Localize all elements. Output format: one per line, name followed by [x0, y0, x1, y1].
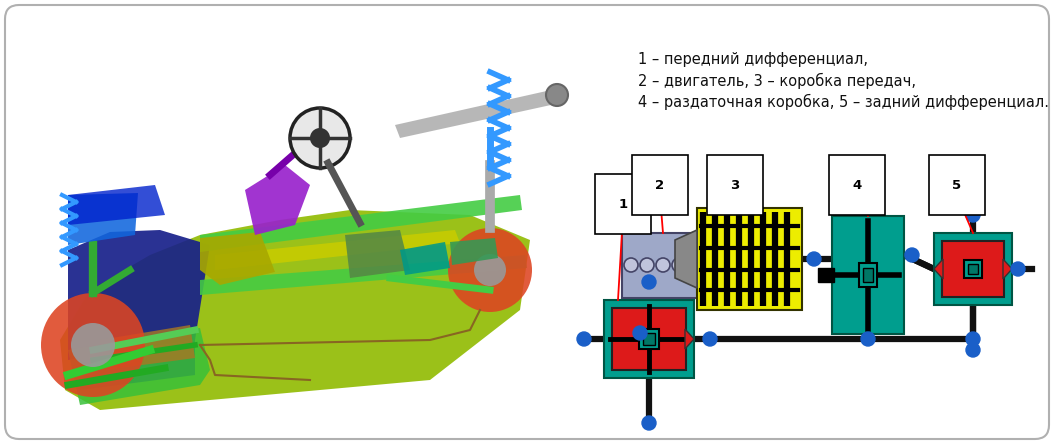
Text: 3: 3	[730, 178, 740, 191]
Circle shape	[624, 258, 638, 272]
Circle shape	[633, 208, 647, 222]
Circle shape	[633, 208, 647, 222]
Circle shape	[656, 258, 670, 272]
Polygon shape	[215, 230, 460, 270]
Text: 5: 5	[953, 178, 961, 191]
Circle shape	[861, 332, 875, 346]
Polygon shape	[675, 230, 697, 288]
Circle shape	[633, 326, 647, 340]
Circle shape	[642, 416, 656, 430]
Circle shape	[290, 108, 350, 168]
Polygon shape	[80, 340, 195, 390]
FancyBboxPatch shape	[5, 5, 1049, 439]
Text: 2 – двигатель, 3 – коробка передач,: 2 – двигатель, 3 – коробка передач,	[638, 73, 916, 89]
Circle shape	[967, 208, 980, 222]
Circle shape	[703, 332, 717, 346]
Bar	[15, 15, 580, 435]
Circle shape	[41, 293, 145, 397]
Text: 1 – передний дифференциал,: 1 – передний дифференциал,	[638, 52, 868, 67]
Circle shape	[967, 343, 980, 357]
Circle shape	[71, 323, 115, 367]
Polygon shape	[100, 325, 195, 370]
Polygon shape	[1003, 259, 1012, 279]
Bar	[832, 216, 904, 334]
Circle shape	[672, 258, 686, 272]
Polygon shape	[60, 210, 530, 410]
Circle shape	[642, 275, 656, 289]
Polygon shape	[69, 230, 210, 360]
Polygon shape	[450, 238, 497, 265]
Circle shape	[546, 84, 568, 106]
Circle shape	[448, 228, 532, 312]
Circle shape	[640, 258, 653, 272]
Polygon shape	[200, 232, 275, 285]
Bar	[643, 333, 655, 345]
Circle shape	[905, 248, 919, 262]
Text: 4: 4	[853, 178, 861, 191]
Bar	[622, 233, 704, 298]
Bar	[697, 208, 802, 310]
Polygon shape	[345, 230, 410, 278]
Polygon shape	[200, 255, 527, 295]
Circle shape	[474, 254, 506, 286]
Polygon shape	[245, 165, 310, 235]
Polygon shape	[69, 185, 165, 225]
Polygon shape	[200, 195, 522, 252]
Circle shape	[310, 128, 330, 148]
Bar	[942, 241, 1004, 297]
Circle shape	[967, 332, 980, 346]
Polygon shape	[685, 329, 694, 349]
Bar	[863, 268, 873, 282]
Bar	[964, 260, 982, 278]
Polygon shape	[69, 328, 210, 405]
Circle shape	[807, 252, 821, 266]
Circle shape	[577, 332, 591, 346]
Text: 4 – раздаточная коробка, 5 – задний дифференциал.: 4 – раздаточная коробка, 5 – задний дифф…	[638, 94, 1049, 110]
Bar	[604, 300, 694, 378]
Bar	[968, 264, 978, 274]
Polygon shape	[395, 88, 560, 138]
Bar	[934, 233, 1012, 305]
Bar	[818, 268, 834, 282]
Polygon shape	[401, 242, 450, 275]
Text: 2: 2	[656, 178, 665, 191]
Text: 1: 1	[619, 198, 627, 210]
Bar	[612, 308, 686, 370]
Circle shape	[1011, 262, 1024, 276]
Bar	[859, 263, 877, 287]
Polygon shape	[69, 193, 138, 245]
Bar	[639, 329, 659, 349]
Polygon shape	[934, 259, 943, 279]
